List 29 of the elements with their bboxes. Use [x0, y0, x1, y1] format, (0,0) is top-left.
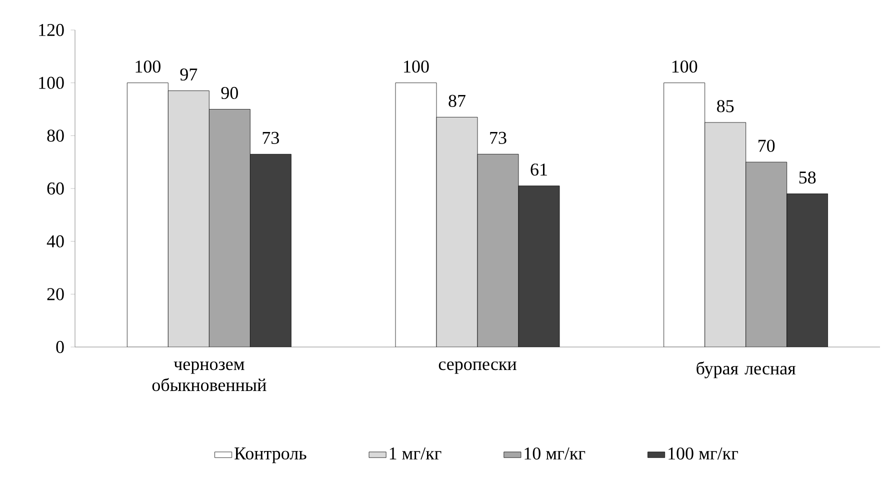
data-label: 61 — [530, 164, 547, 176]
y-tick-label: 120 — [39, 24, 64, 36]
data-label: 73 — [490, 132, 506, 144]
data-label: 70 — [758, 140, 775, 152]
data-label: 58 — [799, 171, 816, 184]
data-label: 90 — [221, 86, 238, 100]
y-tick-label: 60 — [47, 182, 64, 195]
x-tick-label: бурая лесная — [696, 361, 796, 378]
data-label: 87 — [448, 94, 466, 107]
y-tick-label: 20 — [47, 288, 64, 300]
y-tick-label: 80 — [47, 130, 64, 142]
x-tick-label: серопески — [438, 361, 516, 374]
x-tick-label: чернозем обыкновенный — [152, 361, 266, 392]
y-tick-label: 0 — [56, 340, 64, 354]
data-label: 97 — [180, 68, 198, 81]
data-label: 100 — [672, 60, 698, 73]
data-label: 73 — [262, 132, 279, 144]
legend-label: 100 мг/кг — [668, 447, 738, 460]
bar — [208, 109, 250, 347]
legend-label: Контроль — [234, 448, 306, 464]
data-label: 100 — [404, 60, 429, 73]
legend-label: 10 мг/кг — [524, 447, 586, 460]
data-label: 100 — [136, 60, 160, 73]
y-tick-label: 100 — [39, 76, 64, 89]
bar — [746, 162, 788, 347]
bar — [477, 154, 519, 347]
data-label: 85 — [717, 100, 734, 112]
legend-label: 1 мг/кг — [390, 447, 442, 460]
y-tick-label: 40 — [46, 235, 64, 248]
